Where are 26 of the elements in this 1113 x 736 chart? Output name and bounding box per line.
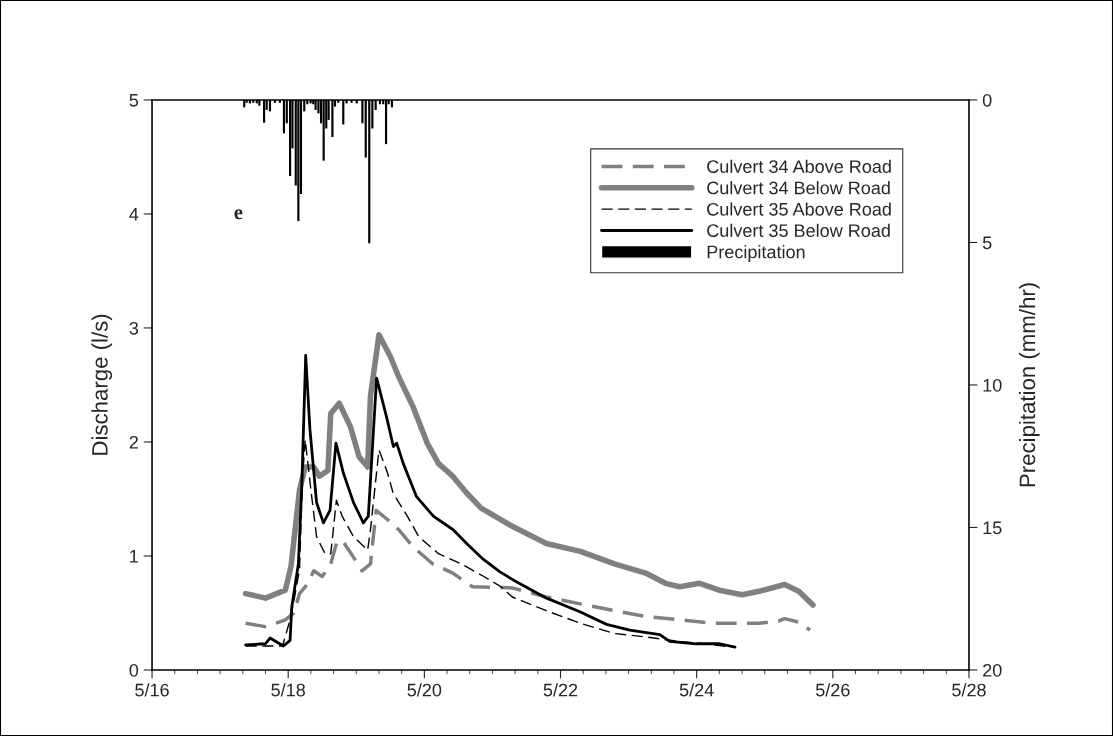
x-tick-label: 5/22 [543,683,578,697]
y2-tick-label: 15 [983,521,1002,535]
x-tick-label: 5/20 [407,683,442,697]
y-axis-title: Discharge (l/s) [91,314,113,455]
annotation: e [234,209,243,220]
y-tick-label: 0 [129,663,139,677]
x-tick-label: 5/26 [815,683,850,697]
y2-axis-title: Precipitation (mm/hr) [1018,283,1040,487]
y-tick-label: 2 [129,435,138,449]
x-tick-label: 5/18 [271,683,305,697]
legend-label: Culvert 34 Below Road [707,181,890,195]
y-tick-label: 5 [129,94,139,107]
y-tick-label: 1 [130,550,138,563]
x-tick-label: 5/16 [135,683,169,697]
y-tick-label: 4 [129,208,139,221]
y2-tick-label: 20 [983,663,1002,677]
legend-label: Culvert 35 Below Road [707,223,890,238]
x-tick-label: 5/24 [679,683,714,697]
y-tick-label: 3 [129,321,139,335]
y2-tick-label: 0 [982,93,992,107]
legend-label: Culvert 34 Above Road [707,159,891,173]
legend-label: Precipitation [707,245,805,262]
y2-tick-label: 10 [983,378,1002,392]
y2-tick-label: 5 [982,236,992,250]
legend-label: Culvert 35 Above Road [707,202,891,216]
x-tick-label: 5/28 [952,683,986,697]
